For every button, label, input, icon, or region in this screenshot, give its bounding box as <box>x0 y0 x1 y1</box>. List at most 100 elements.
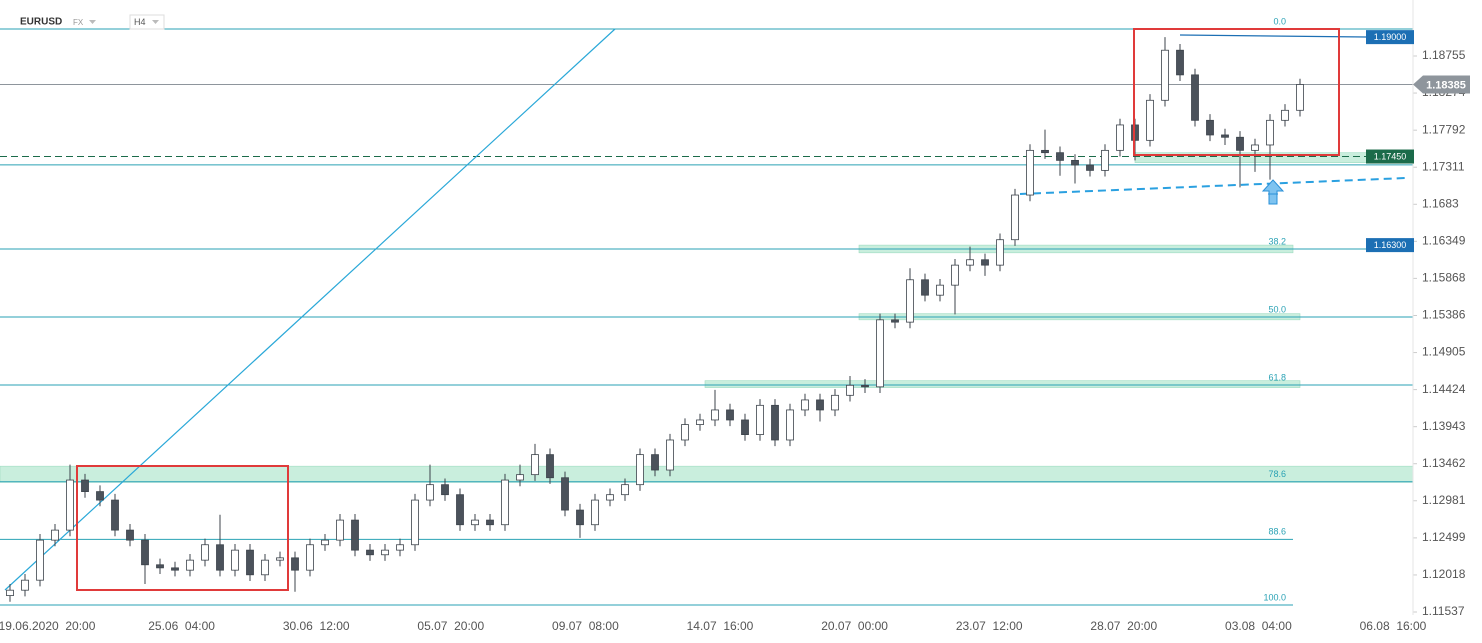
x-tick-label: 19.06.2020 20:00 <box>0 619 96 633</box>
price-tag-label: 1.19000 <box>1374 32 1407 42</box>
candle-body <box>1206 119 1214 136</box>
market: FX <box>73 18 84 27</box>
candle-body <box>936 284 944 296</box>
candle-body <box>51 529 59 541</box>
candle-body <box>1296 84 1304 111</box>
candle-body <box>996 239 1004 266</box>
candle-body <box>1221 134 1229 138</box>
buy-arrow <box>1261 179 1285 205</box>
candle-body <box>846 384 854 396</box>
candle-body <box>771 404 779 441</box>
candle-body <box>456 494 464 526</box>
candle-body <box>351 519 359 551</box>
price-tag <box>1366 149 1414 164</box>
candle-body <box>561 477 569 511</box>
y-tick-label: 1.14424 <box>1422 382 1466 396</box>
candle-body <box>891 319 899 323</box>
candle-body <box>1056 152 1064 161</box>
candle-body <box>261 559 269 576</box>
candle-body <box>246 549 254 576</box>
price-tag <box>1366 238 1414 253</box>
timeframe-box[interactable] <box>129 14 165 30</box>
candle-body <box>786 409 794 441</box>
candle-body <box>576 509 584 526</box>
candle-body <box>21 579 29 591</box>
y-tick-label: 1.18755 <box>1422 48 1466 62</box>
price-tag <box>1366 30 1414 45</box>
candle-body <box>666 439 674 471</box>
y-tick-label: 1.15386 <box>1422 308 1466 322</box>
candle-body <box>6 589 14 596</box>
candle-body <box>741 419 749 435</box>
candle-body <box>801 399 809 411</box>
candle-body <box>441 484 449 496</box>
x-tick-label: 20.07 00:00 <box>821 619 888 633</box>
y-tick-label: 1.14905 <box>1422 345 1466 359</box>
candle-body <box>531 454 539 476</box>
candle-body <box>141 539 149 566</box>
candle-body <box>726 409 734 421</box>
candle-body <box>1011 194 1019 241</box>
x-tick-label: 09.07 08:00 <box>552 619 619 633</box>
candle-body <box>1281 109 1289 121</box>
fib-label: 100.0 <box>1263 592 1286 602</box>
candle-body <box>216 544 224 571</box>
y-tick-label: 1.12499 <box>1422 530 1466 544</box>
x-tick-label: 14.07 16:00 <box>687 619 754 633</box>
candle-body <box>471 519 479 526</box>
x-tick-label: 03.08 04:00 <box>1225 619 1292 633</box>
x-tick-label: 05.07 20:00 <box>417 619 484 633</box>
candle-body <box>171 567 179 571</box>
candle-body <box>1116 124 1124 151</box>
candle-body <box>1251 144 1259 151</box>
candle-body <box>366 549 374 556</box>
candle-body <box>951 264 959 286</box>
y-tick-label: 1.17311 <box>1422 159 1465 173</box>
x-tick-label: 25.06 04:00 <box>148 619 215 633</box>
candle-body <box>1191 74 1199 121</box>
support-trend-line <box>1019 177 1407 195</box>
candles <box>6 37 1304 602</box>
candle-body <box>66 479 74 531</box>
candle-body <box>591 499 599 526</box>
zone <box>0 465 1414 483</box>
candle-body <box>111 499 119 531</box>
price-tag-label: 1.16300 <box>1374 240 1407 250</box>
y-tick-label: 1.17792 <box>1422 122 1466 136</box>
dropdown-icon[interactable] <box>152 20 159 24</box>
y-tick-label: 1.12018 <box>1422 567 1466 581</box>
candle-body <box>651 454 659 471</box>
trend-line <box>4 28 616 591</box>
axis-layer: 1.19000 1.18385 1.17450 1.16300 19.06.2020 2… <box>0 30 1470 633</box>
candle-body <box>606 494 614 501</box>
candle-body <box>501 479 509 526</box>
candle-body <box>126 529 134 541</box>
x-tick-label: 23.07 12:00 <box>956 619 1023 633</box>
candle-body <box>396 544 404 551</box>
candle-body <box>276 557 284 561</box>
candle-body <box>36 539 44 581</box>
dropdown-icon[interactable] <box>89 20 96 24</box>
y-tick-label: 1.16349 <box>1422 234 1466 248</box>
candle-body <box>1101 149 1109 171</box>
candle-body <box>1266 119 1274 146</box>
fib-label: 38.2 <box>1268 236 1286 246</box>
candle-body <box>1041 149 1049 154</box>
candle-body <box>966 259 974 266</box>
candle-body <box>156 564 164 569</box>
highlight-box <box>76 465 289 591</box>
y-tick-label: 1.15868 <box>1422 271 1466 285</box>
candle-body <box>981 259 989 266</box>
y-tick-label: 1.1683 <box>1422 196 1459 210</box>
fib-label: 50.0 <box>1268 304 1286 314</box>
candle-body <box>291 557 299 571</box>
x-tick-label: 30.06 12:00 <box>283 619 350 633</box>
candle-body <box>486 519 494 526</box>
candle-body <box>636 454 644 486</box>
candle-body <box>1026 149 1034 196</box>
x-tick-label: 28.07 20:00 <box>1090 619 1157 633</box>
y-tick-label: 1.11537 <box>1422 604 1465 618</box>
candle-body <box>96 491 104 501</box>
candle-body <box>81 479 89 492</box>
fib-label: 78.6 <box>1268 469 1286 479</box>
